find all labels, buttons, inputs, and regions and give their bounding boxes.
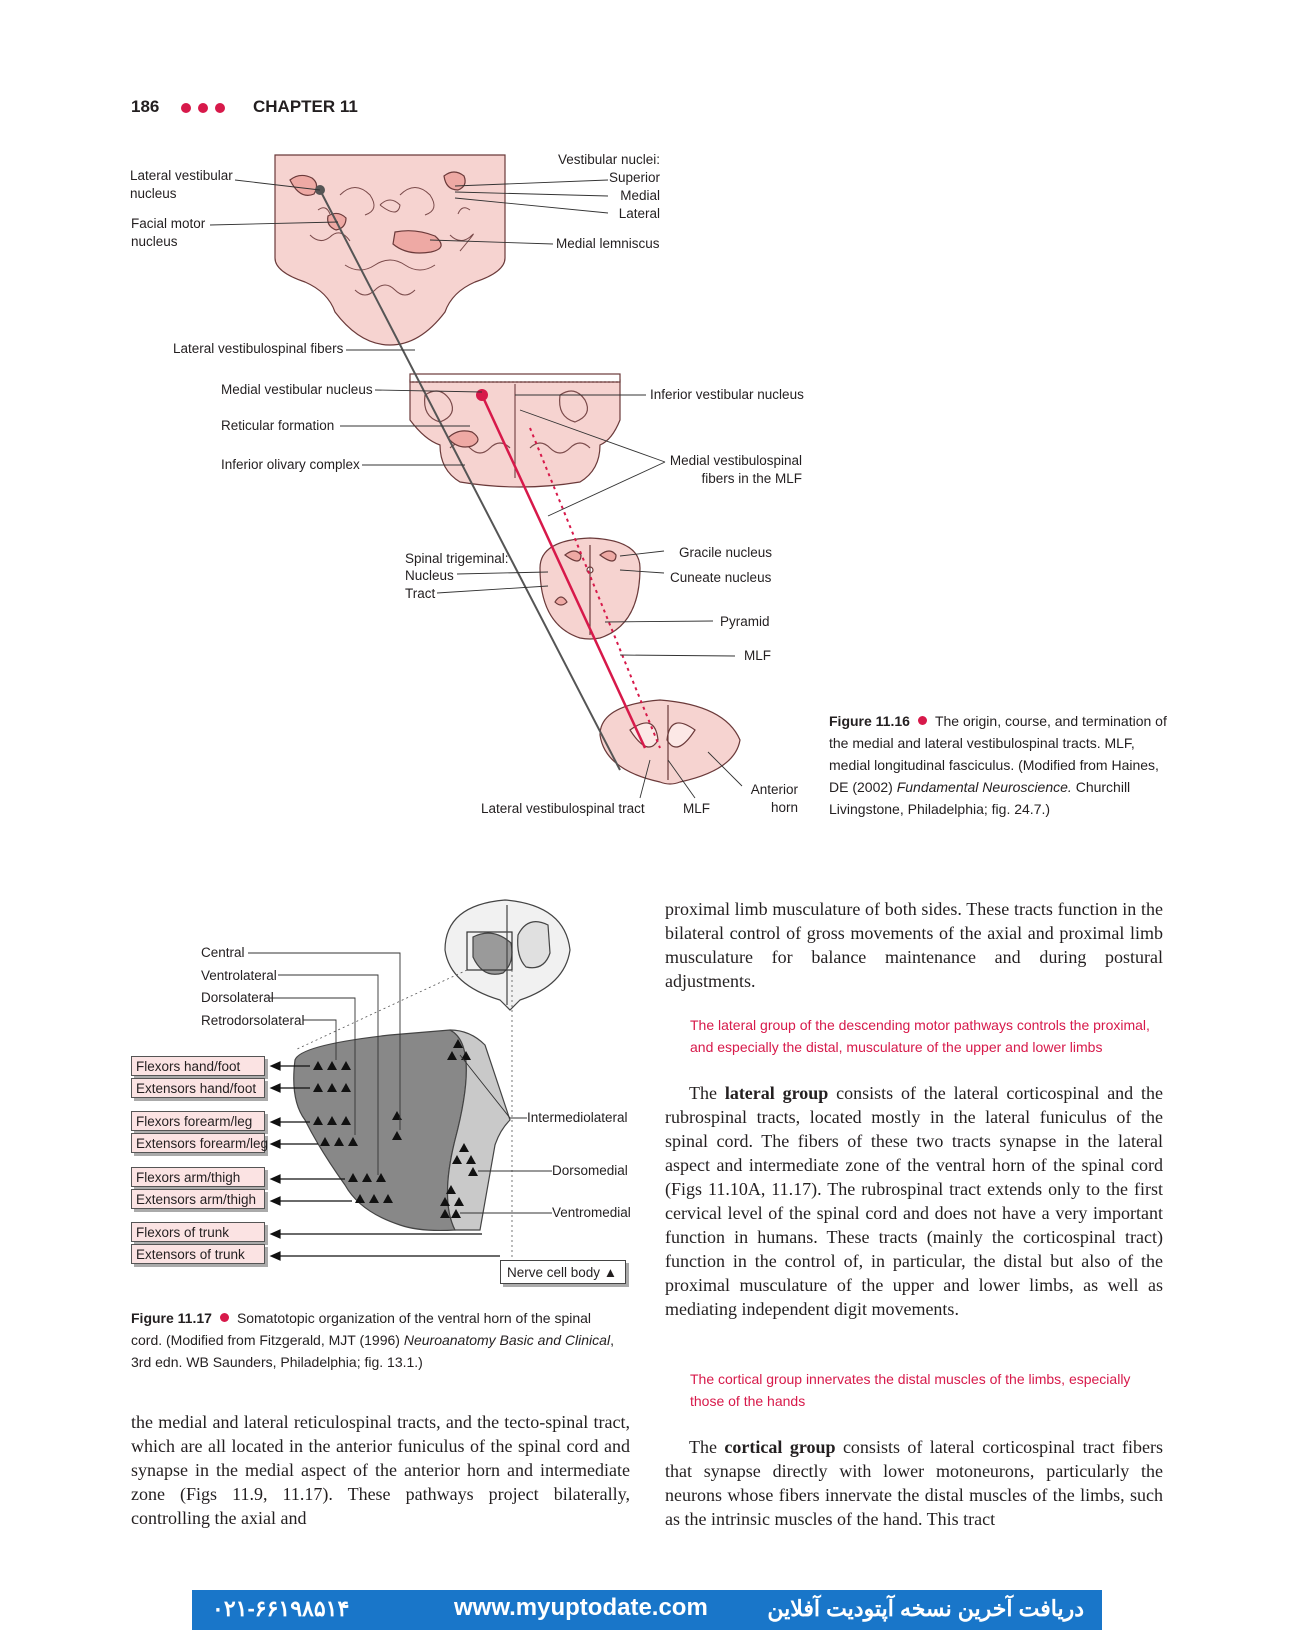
figure-11-16-diagram: [209, 154, 743, 799]
label-mlf-bottom: MLF: [683, 801, 710, 816]
label-reticular-formation: Reticular formation: [221, 418, 335, 433]
label-retrodorsolateral: Retrodorsolateral: [201, 1013, 305, 1028]
caption-dot: [917, 716, 927, 725]
right-column-p2: The lateral group consists of the latera…: [665, 1081, 1163, 1321]
label-lateral: Lateral: [618, 206, 660, 221]
left-column-text: the medial and lateral reticulospinal tr…: [131, 1410, 630, 1530]
figure-11-17-caption: Figure 11.17 Somatotopic organization of …: [131, 1307, 626, 1373]
medial-motor-column: [446, 1029, 511, 1231]
caption17-dot: [219, 1313, 229, 1322]
box-extensors-arm-thigh: Extensors arm/thigh: [131, 1189, 265, 1209]
fig17-arrows: [269, 1061, 500, 1261]
box-extensors-forearm-leg: Extensors forearm/leg: [131, 1133, 268, 1153]
pull-quote-cortical-group: The cortical group innervates the distal…: [690, 1371, 1131, 1409]
label-dorsolateral: Dorsolateral: [201, 990, 274, 1005]
label-mlf: MLF: [744, 648, 771, 663]
caption17-number: Figure 11.17: [131, 1310, 212, 1326]
box-extensors-hand-foot: Extensors hand/foot: [131, 1078, 265, 1098]
inset-cord: [444, 899, 571, 1011]
box-flexors-arm-thigh: Flexors arm/thigh: [131, 1167, 265, 1187]
figure-11-16-caption: Figure 11.16 The origin, course, and term…: [829, 710, 1169, 820]
label-inferior-olivary-complex: Inferior olivary complex: [221, 457, 360, 472]
footer-banner[interactable]: ۰۲۱-۶۶۱۹۸۵۱۴ www.myuptodate.com دریافت آ…: [192, 1590, 1102, 1630]
label-ventrolateral: Ventrolateral: [201, 968, 277, 983]
label-gracile-nucleus: Gracile nucleus: [679, 545, 773, 560]
header-dots: [181, 100, 232, 118]
label-spinal-trigeminal: Spinal trigeminal:: [405, 551, 509, 566]
pons-section: [274, 154, 506, 346]
chapter-title: CHAPTER 11: [253, 97, 358, 116]
leader-lines: [209, 179, 743, 799]
lateral-vestibulospinal-line: [319, 189, 621, 771]
caption-number: Figure 11.16: [829, 713, 910, 729]
lateral-motor-column: [293, 1029, 467, 1232]
right-column-p1: proximal limb musculature of both sides.…: [665, 897, 1163, 993]
medulla-section: [409, 373, 621, 488]
medial-vestibulospinal-line: [480, 394, 647, 749]
label-cuneate-nucleus: Cuneate nucleus: [670, 570, 772, 585]
label-central: Central: [201, 945, 245, 960]
label-dorsomedial: Dorsomedial: [552, 1163, 628, 1178]
label-intermediolateral: Intermediolateral: [527, 1110, 628, 1125]
right-paragraph-3: The cortical group consists of lateral c…: [665, 1437, 1163, 1529]
pull-quote-lateral-group: The lateral group of the descending moto…: [690, 1017, 1150, 1055]
banner-url[interactable]: www.myuptodate.com: [454, 1594, 708, 1621]
label-superior: Superior: [608, 170, 660, 185]
label-tract: Tract: [405, 586, 436, 601]
caption17-text-end: , 3rd edn. WB Saunders, Philadelphia; fi…: [131, 1332, 614, 1370]
banner-phone: ۰۲۱-۶۶۱۹۸۵۱۴: [212, 1596, 350, 1621]
right-column-p3: The cortical group consists of lateral c…: [665, 1435, 1163, 1531]
legend-nerve-cell-body: Nerve cell body ▲: [500, 1260, 626, 1284]
left-paragraph: the medial and lateral reticulospinal tr…: [131, 1412, 630, 1528]
fig17-leader-lines: [248, 952, 552, 1214]
label-inferior-vestibular-nucleus: Inferior vestibular nucleus: [650, 387, 804, 402]
caption-text-end: Churchill Livingstone, Philadelphia; fig…: [829, 779, 1131, 817]
label-medial-lemniscus: Medial lemniscus: [556, 236, 660, 251]
caption-text: The origin, course, and termination of t…: [829, 713, 1167, 795]
page-number: 186: [131, 97, 160, 116]
label-anterior-horn: Anterior horn: [750, 782, 798, 815]
box-flexors-hand-foot: Flexors hand/foot: [131, 1056, 265, 1076]
label-medial: Medial: [620, 188, 660, 203]
mlf-dotted-line: [529, 427, 661, 749]
box-flexors-of-trunk: Flexors of trunk: [131, 1222, 265, 1242]
label-facial-motor-nucleus: Facial motor nucleus: [131, 216, 206, 249]
label-nucleus: Nucleus: [405, 568, 454, 583]
caption-italic: Fundamental Neuroscience.: [896, 779, 1072, 795]
box-flexors-forearm-leg: Flexors forearm/leg: [131, 1111, 265, 1131]
label-vestibular-nuclei: Vestibular nuclei:: [557, 152, 660, 167]
label-medial-vestibulospinal-fibers: Medial vestibulospinal fibers in the MLF: [669, 453, 802, 486]
nerve-cell-bodies: [313, 1039, 478, 1218]
label-lateral-vestibulospinal-tract: Lateral vestibulospinal tract: [481, 801, 645, 816]
caption17-text: Somatotopic organization of the ventral …: [131, 1310, 592, 1348]
box-extensors-of-trunk: Extensors of trunk: [131, 1244, 265, 1264]
label-medial-vestibular-nucleus: Medial vestibular nucleus: [221, 382, 373, 397]
label-ventromedial: Ventromedial: [552, 1205, 631, 1220]
label-pyramid: Pyramid: [720, 614, 770, 629]
label-lateral-vestibular-nucleus: Lateral vestibular nucleus: [130, 168, 233, 201]
right-paragraph-1: proximal limb musculature of both sides.…: [665, 899, 1163, 991]
caption17-italic: Neuroanatomy Basic and Clinical: [403, 1332, 611, 1348]
banner-persian-text: دریافت آخرین نسخه آپتودیت آفلاین: [767, 1596, 1084, 1621]
label-lateral-vestibulospinal-fibers: Lateral vestibulospinal fibers: [173, 341, 344, 356]
right-paragraph-2: The lateral group consists of the latera…: [665, 1083, 1164, 1319]
